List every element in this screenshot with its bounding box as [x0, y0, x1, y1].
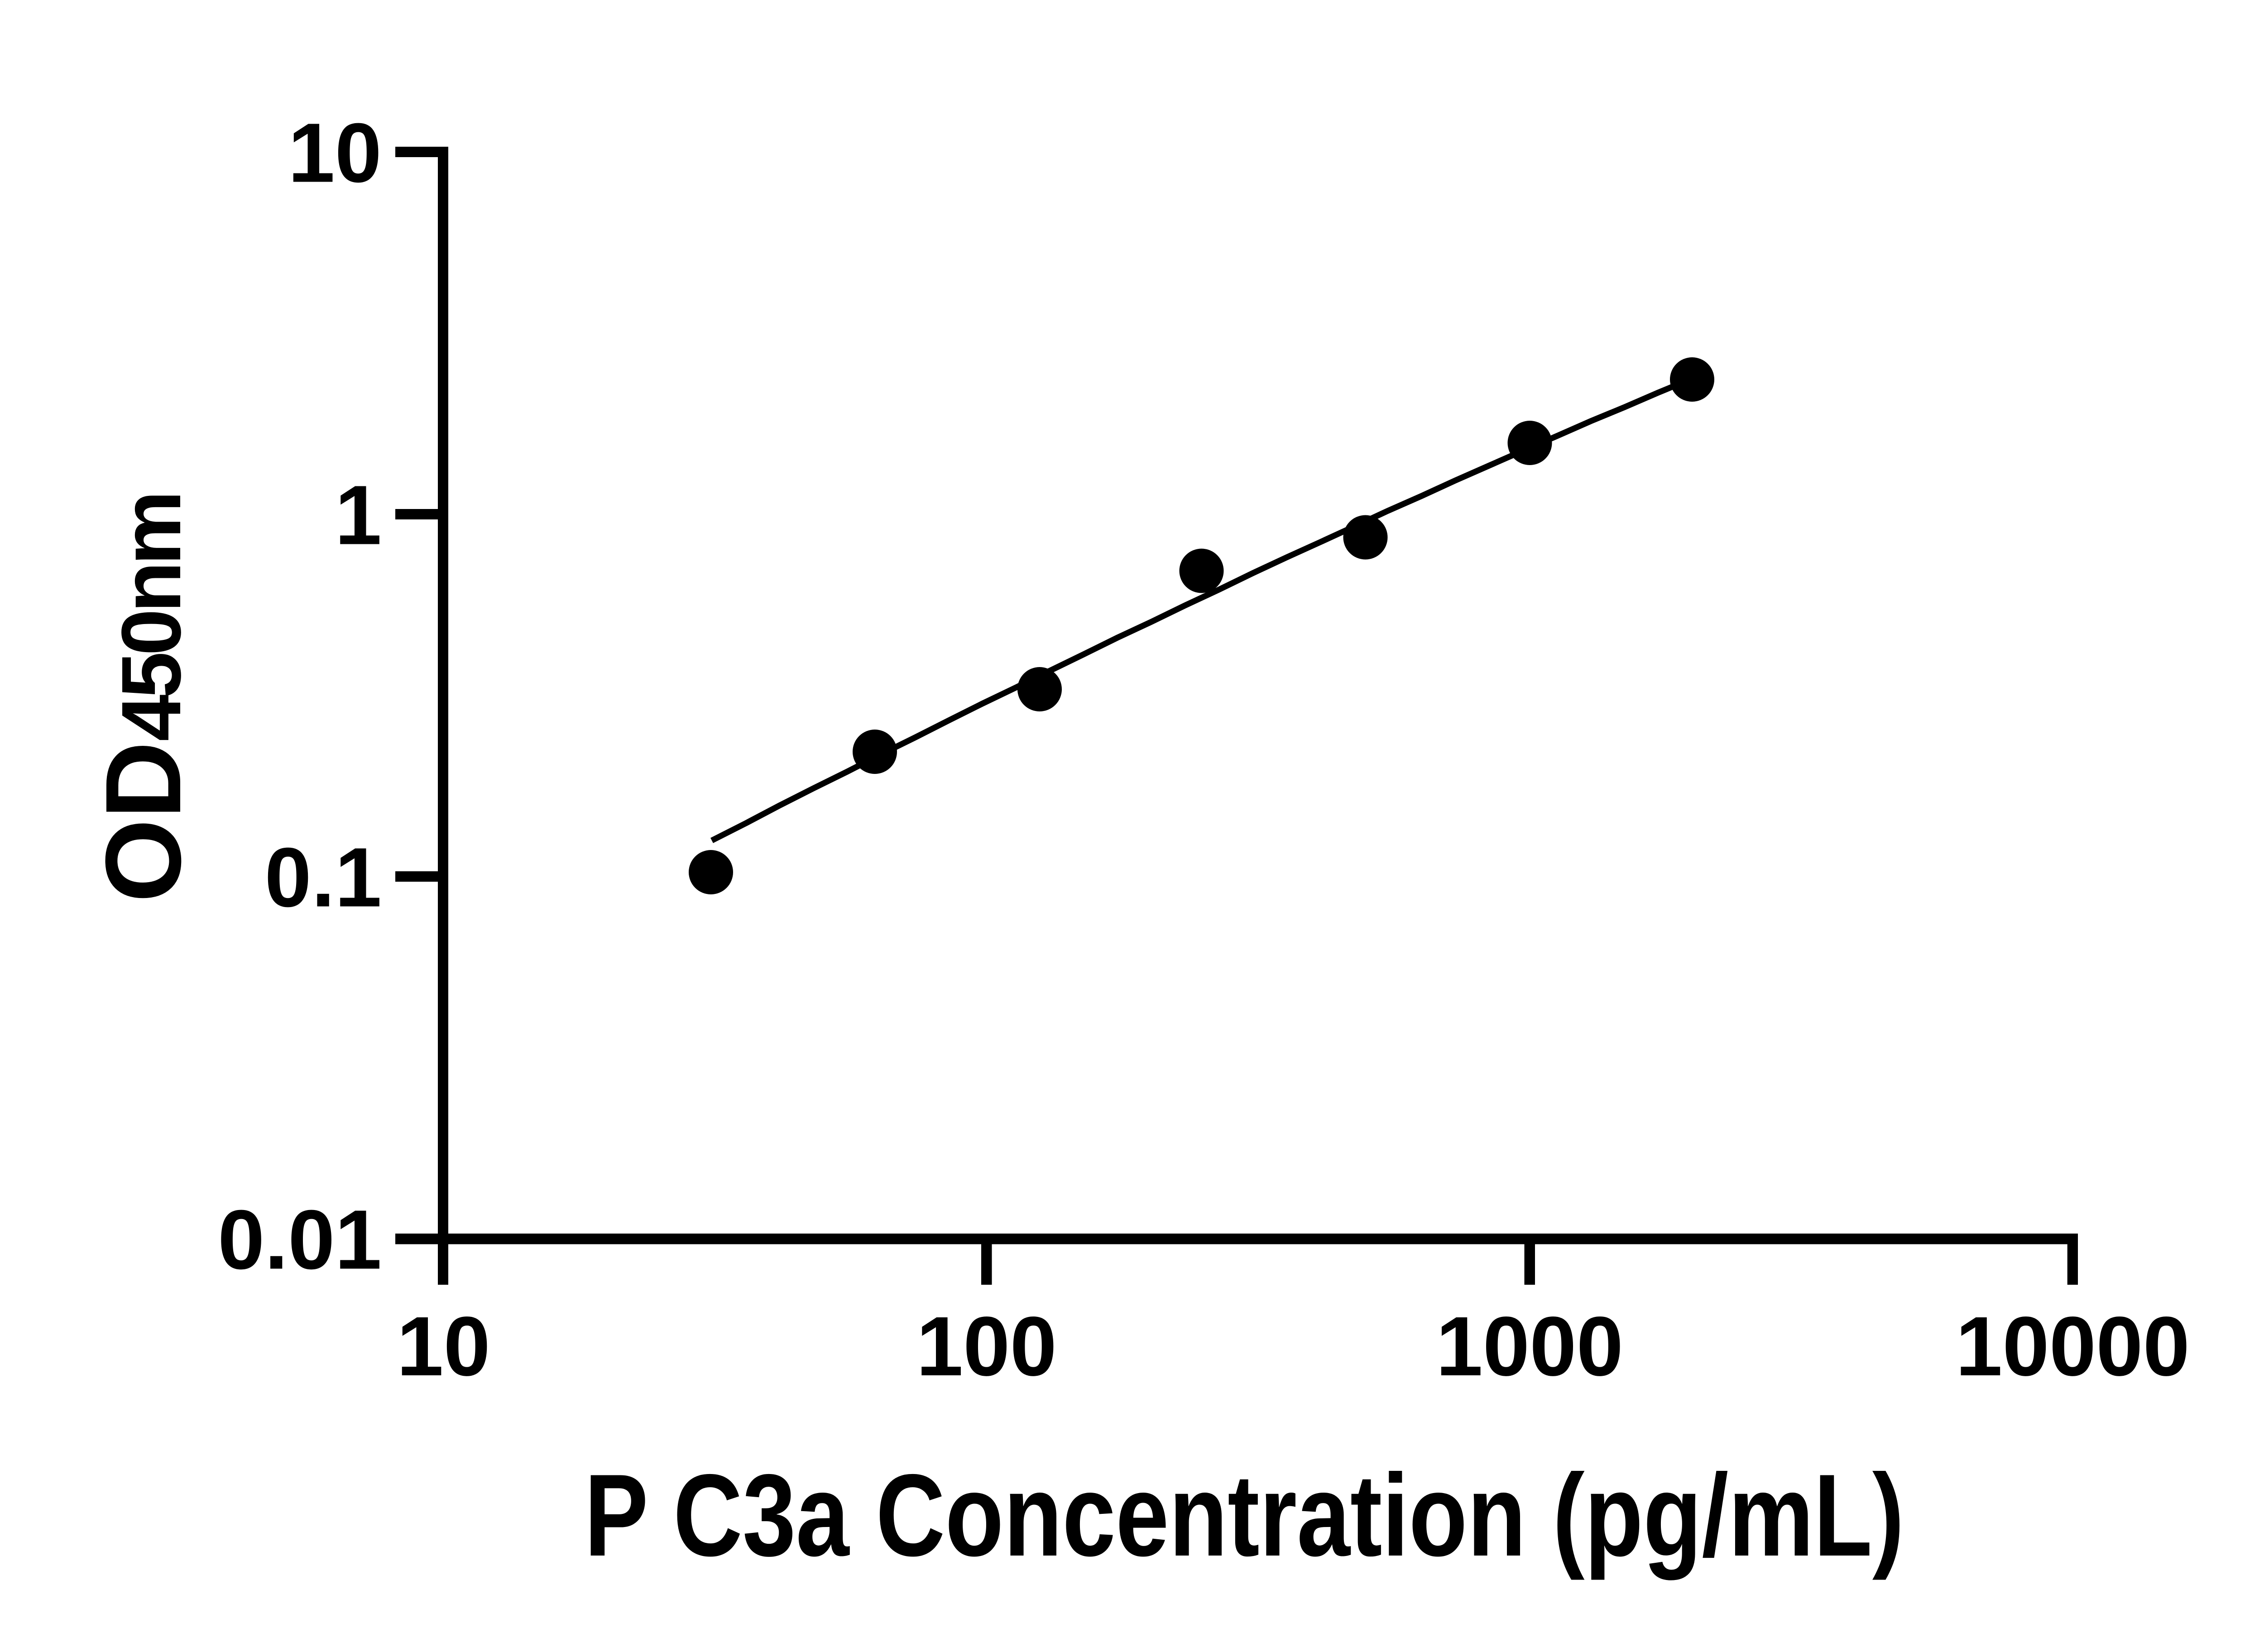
svg-text:OD450nm: OD450nm: [83, 490, 203, 903]
svg-text:P C3a Concentration (pg/mL): P C3a Concentration (pg/mL): [585, 1450, 1904, 1581]
svg-text:0.01: 0.01: [218, 1193, 382, 1287]
svg-text:10: 10: [397, 1300, 490, 1393]
svg-text:1000: 1000: [1436, 1300, 1623, 1393]
svg-text:10: 10: [288, 106, 382, 200]
svg-text:1: 1: [335, 469, 382, 562]
svg-text:100: 100: [916, 1300, 1057, 1393]
svg-text:10000: 10000: [1956, 1300, 2190, 1393]
svg-text:0.1: 0.1: [264, 831, 382, 925]
